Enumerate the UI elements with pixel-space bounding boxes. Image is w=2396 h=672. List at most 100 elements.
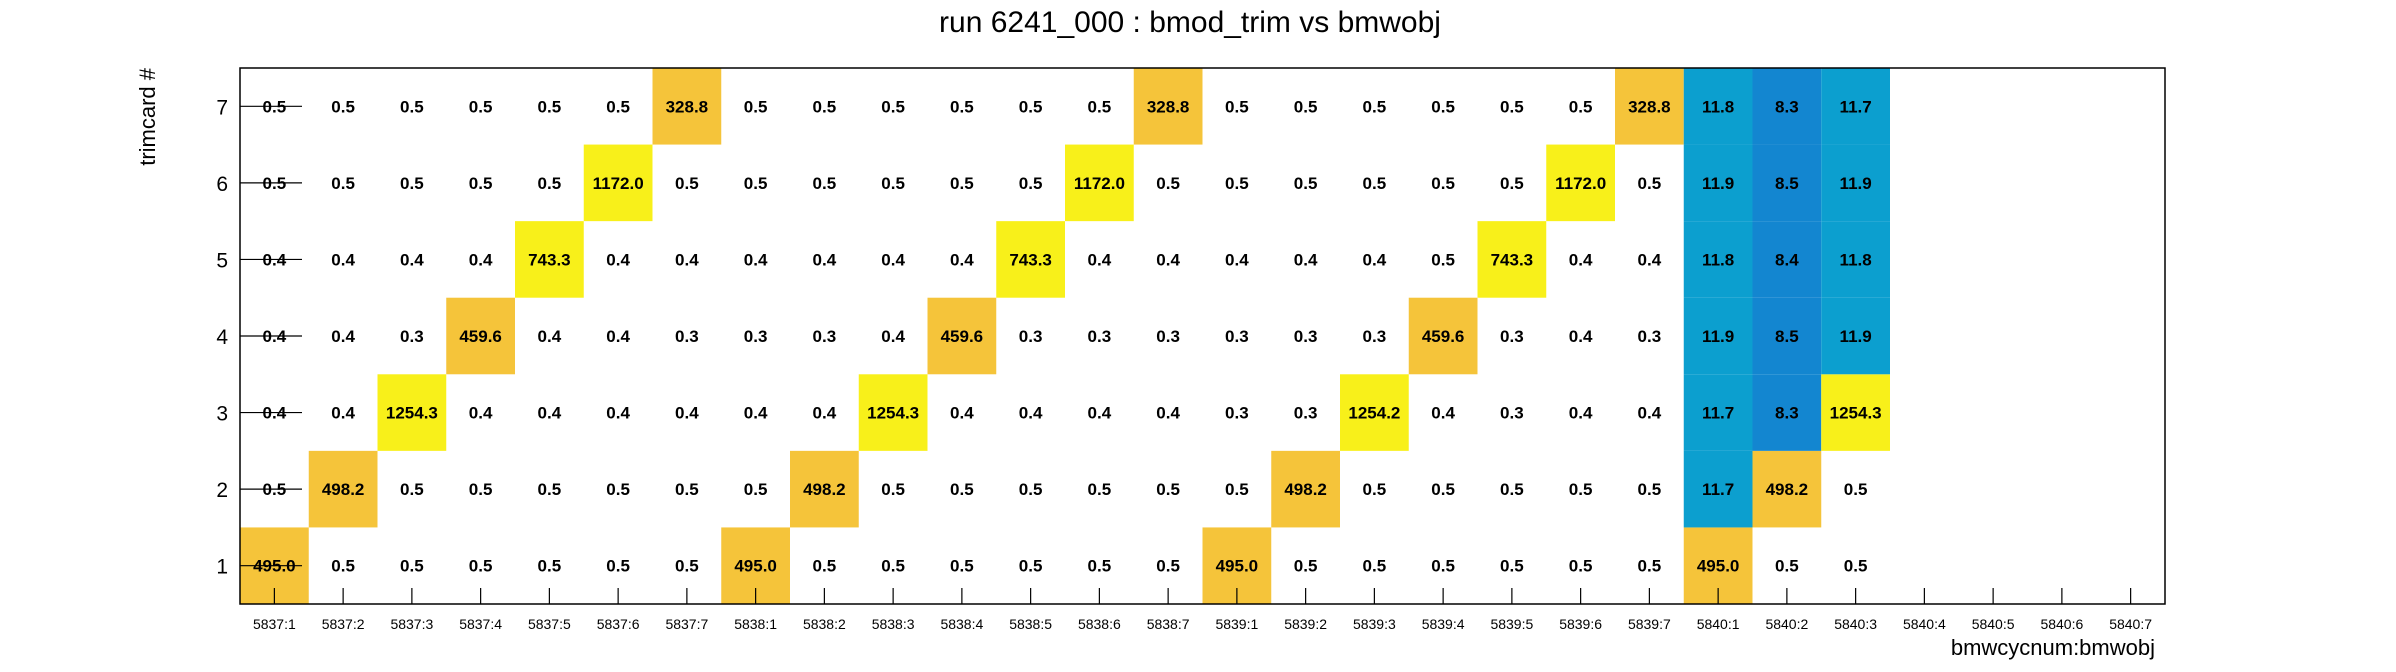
cell-value-label: 1172.0: [593, 174, 644, 193]
cell-value-label: 0.4: [1638, 404, 1662, 423]
cell-value-label: 0.4: [400, 250, 424, 269]
cell-value-label: 0.5: [606, 557, 630, 576]
x-tick-label: 5840:3: [1834, 616, 1877, 632]
cell-value-label: 0.5: [950, 97, 974, 116]
cell-value-label: 0.5: [950, 557, 974, 576]
cell-value-label: 0.4: [1569, 250, 1593, 269]
x-tick-label: 5839:6: [1559, 616, 1602, 632]
cell-value-label: 0.5: [1431, 480, 1455, 499]
cell-value-label: 0.4: [331, 327, 355, 346]
y-tick-label: 6: [216, 173, 228, 196]
x-tick-label: 5839:2: [1284, 616, 1327, 632]
cell-value-label: 0.5: [538, 480, 562, 499]
cell-value-label: 0.5: [881, 557, 905, 576]
cell-value-label: 0.5: [881, 97, 905, 116]
cell-value-label: 0.5: [1088, 97, 1112, 116]
x-tick-label: 5837:1: [253, 616, 296, 632]
heatmap-cell: [1752, 221, 1822, 298]
cell-value-label: 0.5: [744, 174, 768, 193]
cell-value-label: 459.6: [941, 327, 984, 346]
cell-value-label: 11.7: [1702, 480, 1734, 499]
cell-value-label: 0.5: [1431, 174, 1455, 193]
cell-value-label: 0.5: [1294, 97, 1318, 116]
x-tick-label: 5838:5: [1009, 616, 1052, 632]
cell-value-label: 8.3: [1775, 97, 1799, 116]
cell-value-label: 0.4: [606, 404, 630, 423]
heatmap-cell: [1133, 68, 1203, 145]
x-tick-label: 5837:4: [459, 616, 502, 632]
cell-value-label: 0.4: [606, 327, 630, 346]
cell-value-label: 0.5: [1500, 557, 1524, 576]
cell-value-label: 0.4: [1363, 250, 1387, 269]
cell-value-label: 0.4: [675, 250, 699, 269]
cell-value-label: 0.5: [1775, 557, 1799, 576]
cell-value-label: 0.5: [1019, 174, 1043, 193]
cell-value-label: 0.3: [1500, 327, 1524, 346]
heatmap-cell: [996, 221, 1065, 298]
cell-value-label: 0.4: [744, 404, 768, 423]
cell-value-label: 0.5: [1431, 97, 1455, 116]
heatmap-cell: [1821, 144, 1890, 222]
heatmap-cell: [790, 450, 859, 528]
cell-value-label: 459.6: [1422, 327, 1465, 346]
cell-value-label: 0.4: [538, 404, 562, 423]
chart-title: run 6241_000 : bmod_trim vs bmwobj: [939, 6, 1441, 39]
cell-value-label: 0.5: [1363, 557, 1387, 576]
heatmap-cell: [1752, 450, 1822, 528]
cell-value-label: 0.3: [1500, 404, 1524, 423]
cell-value-label: 0.5: [1500, 174, 1524, 193]
cell-value-label: 0.4: [744, 250, 768, 269]
x-tick-label: 5838:4: [940, 616, 983, 632]
cell-value-label: 8.5: [1775, 327, 1799, 346]
cell-value-label: 11.7: [1840, 97, 1872, 116]
cell-value-label: 0.5: [331, 174, 355, 193]
cell-value-label: 1172.0: [1555, 174, 1606, 193]
x-tick-label: 5840:1: [1697, 616, 1740, 632]
cell-value-label: 0.5: [950, 174, 974, 193]
cell-value-label: 0.5: [1500, 97, 1524, 116]
y-axis-title: trimcard #: [135, 67, 160, 166]
cell-value-label: 0.5: [1569, 557, 1593, 576]
cell-value-label: 0.4: [813, 404, 837, 423]
cell-value-label: 0.4: [1431, 404, 1455, 423]
cell-value-label: 11.8: [1702, 97, 1734, 116]
x-tick-label: 5840:7: [2109, 616, 2152, 632]
cell-value-label: 0.3: [1225, 404, 1249, 423]
cell-value-label: 0.5: [1156, 557, 1180, 576]
cell-value-label: 0.4: [1569, 404, 1593, 423]
cell-value-label: 0.5: [1363, 174, 1387, 193]
heatmap-cell: [583, 144, 653, 222]
cell-value-label: 1254.3: [1830, 404, 1882, 423]
cell-value-label: 11.8: [1702, 250, 1734, 269]
cell-value-label: 0.5: [1844, 557, 1868, 576]
cell-value-label: 0.5: [331, 97, 355, 116]
x-tick-label: 5839:3: [1353, 616, 1396, 632]
heatmap-cell: [1408, 297, 1478, 375]
cell-value-label: 0.5: [400, 97, 424, 116]
cell-value-label: 0.5: [1019, 480, 1043, 499]
x-tick-label: 5838:3: [872, 616, 915, 632]
cell-value-label: 743.3: [1491, 250, 1534, 269]
cell-value-label: 11.9: [1702, 174, 1734, 193]
cell-value-label: 1254.3: [867, 404, 919, 423]
cell-value-label: 498.2: [322, 480, 365, 499]
cell-value-label: 0.5: [331, 557, 355, 576]
cell-value-label: 0.5: [1638, 480, 1662, 499]
x-tick-label: 5839:1: [1215, 616, 1258, 632]
x-tick-label: 5837:2: [322, 616, 365, 632]
x-tick-label: 5839:7: [1628, 616, 1671, 632]
cell-value-label: 0.3: [400, 327, 424, 346]
x-tick-label: 5839:5: [1490, 616, 1533, 632]
cell-value-label: 0.4: [950, 250, 974, 269]
cell-value-label: 11.9: [1840, 174, 1872, 193]
cell-value-label: 459.6: [459, 327, 502, 346]
cell-value-label: 8.4: [1775, 250, 1799, 269]
cell-value-label: 743.3: [528, 250, 571, 269]
cell-value-label: 0.5: [400, 480, 424, 499]
heatmap-cell: [1752, 144, 1822, 222]
cell-value-label: 0.4: [1156, 404, 1180, 423]
cell-value-label: 11.9: [1702, 327, 1734, 346]
cell-value-label: 328.8: [1628, 97, 1671, 116]
x-tick-label: 5840:4: [1903, 616, 1946, 632]
heatmap-cell: [1477, 221, 1547, 298]
